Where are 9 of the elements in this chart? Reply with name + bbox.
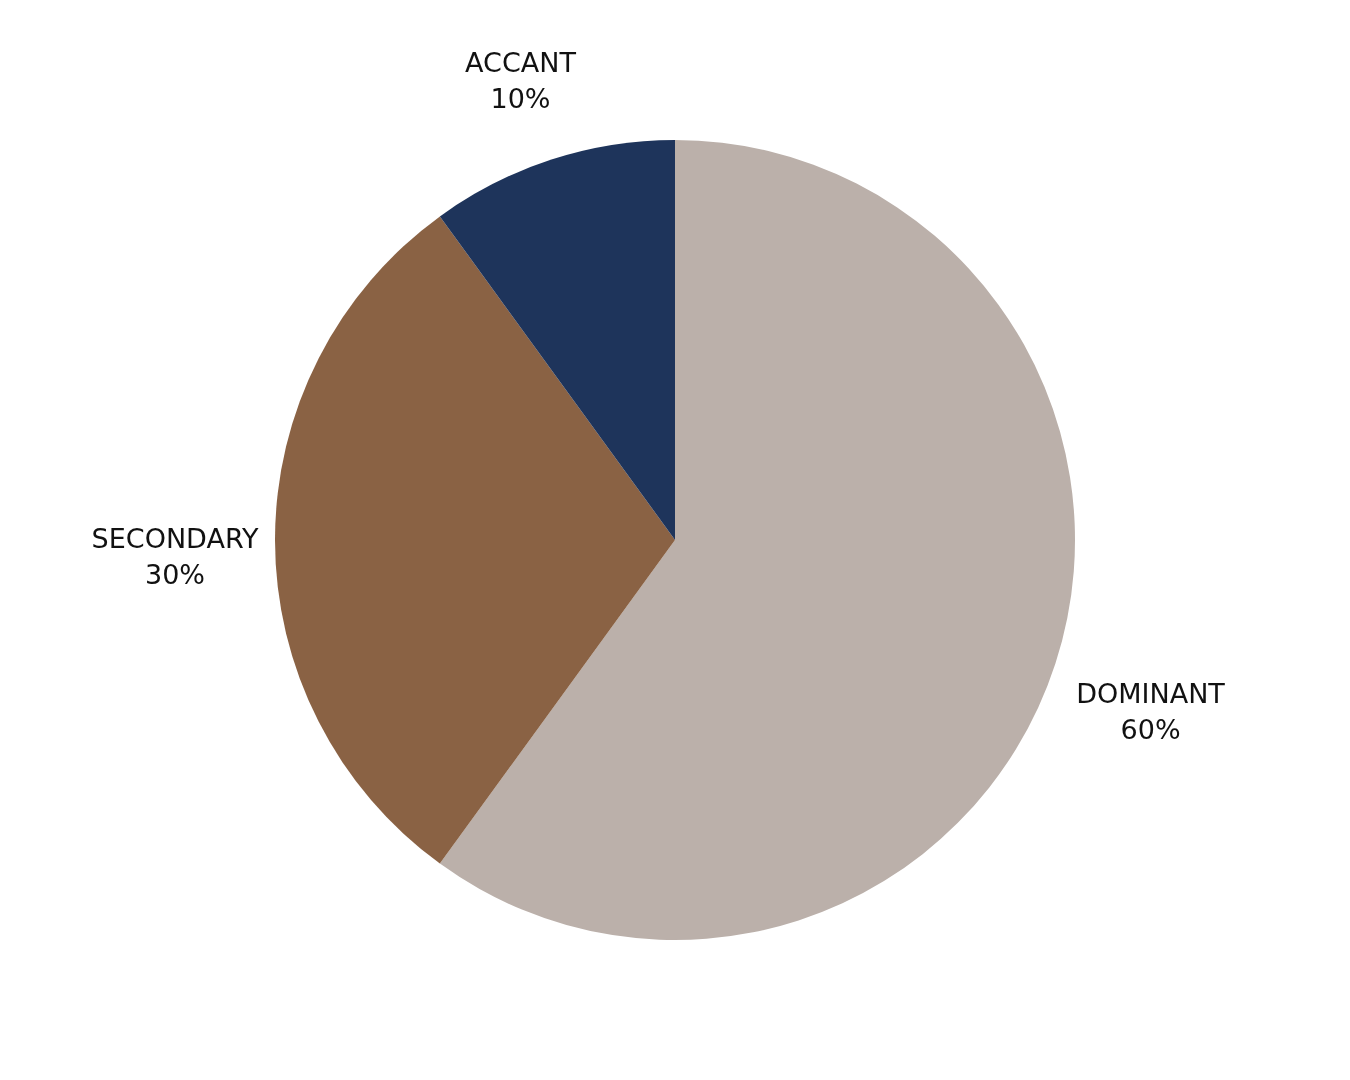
data-label: 60% (1120, 713, 1181, 745)
pie-slice (439, 140, 1075, 940)
pie-slice (439, 140, 675, 540)
slice-label: DOMINANT (1076, 677, 1226, 709)
slice-label: ACCANT (465, 47, 577, 79)
data-label: 30% (144, 559, 206, 590)
pie-slice (275, 216, 675, 864)
data-label: 10% (490, 83, 551, 115)
slice-label: SECONDARY (91, 523, 259, 554)
